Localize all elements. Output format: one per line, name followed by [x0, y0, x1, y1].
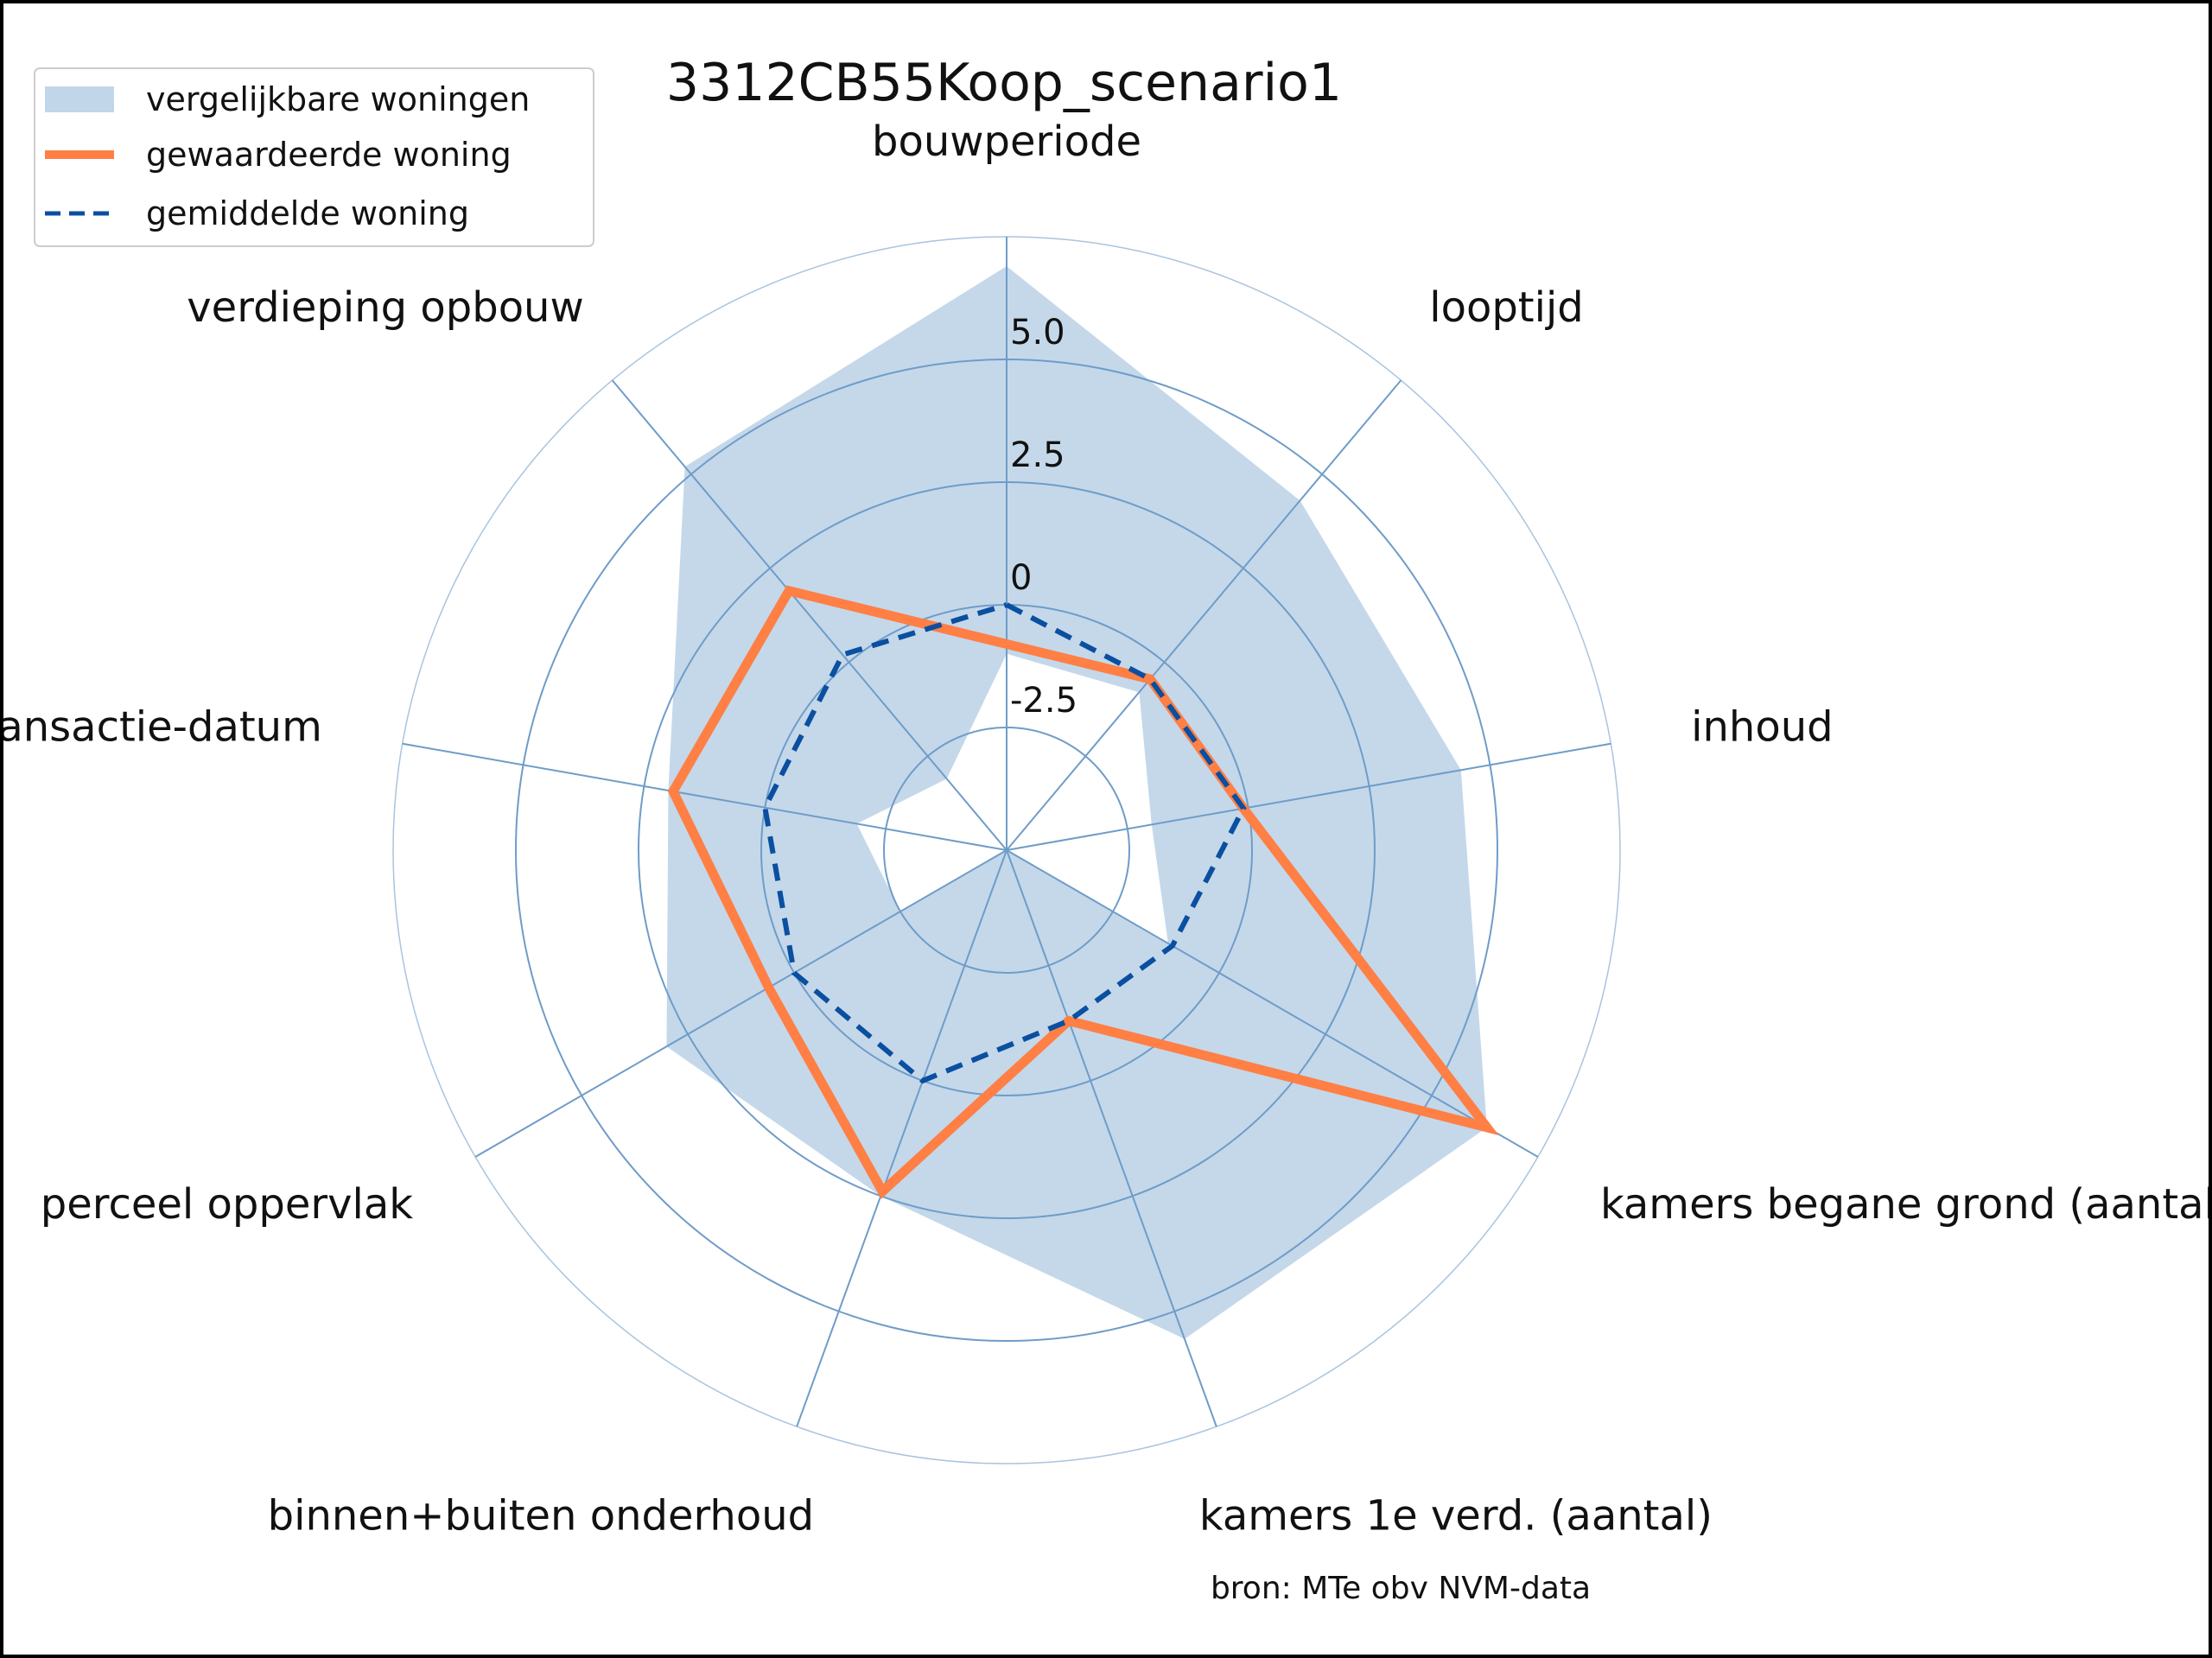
band-vergelijkbare-woningen [666, 266, 1487, 1339]
radar-grid [392, 236, 1621, 1464]
grid-spoke [611, 379, 1007, 851]
category-label: transactie-datum [3, 703, 322, 752]
band-layer [666, 266, 1487, 1339]
r-tick-label: 5.0 [1010, 313, 1065, 353]
category-label: looptijd [1429, 283, 1584, 332]
legend-label-average: gemiddelde woning [146, 194, 469, 232]
series-line-0 [667, 585, 1499, 1199]
grid-spoke [402, 742, 1007, 851]
legend-box [34, 67, 594, 247]
source-note: bron: MTe obv NVM-data [1211, 1571, 1591, 1606]
category-label: binnen+buiten onderhoud [268, 1492, 814, 1540]
category-label: verdieping opbouw [187, 283, 583, 332]
r-tick-label: -2.5 [1010, 681, 1077, 721]
grid-spoke [796, 849, 1007, 1427]
category-label: bouwperiode [872, 118, 1141, 166]
category-label: inhoud [1691, 703, 1833, 752]
grid-spoke [1006, 849, 1217, 1427]
grid-spoke [1006, 379, 1402, 851]
radar-chart: -2.5 0 2.5 5.0 bouwperiode looptijd inhoud kam… [3, 53, 2212, 1606]
legend-swatch-band [45, 86, 114, 112]
legend-label-band: vergelijkbare woningen [146, 80, 530, 118]
chart-title: 3312CB55Koop_scenario1 [666, 53, 1342, 113]
r-tick-label: 2.5 [1010, 435, 1065, 475]
r-tick-label: 0 [1010, 558, 1032, 598]
category-labels: bouwperiode looptijd inhoud kamers begane g… [3, 118, 2212, 1540]
legend-label-valued: gewaardeerde woning [146, 136, 512, 174]
series-layer [667, 585, 1499, 1199]
r-tick-labels: -2.5 0 2.5 5.0 [1010, 313, 1077, 721]
legend: vergelijkbare woningen gewaardeerde woni… [34, 67, 594, 247]
grid-spoke [474, 849, 1007, 1158]
category-label: kamers 1e verd. (aantal) [1199, 1492, 1713, 1540]
category-label: perceel oppervlak [41, 1180, 413, 1229]
category-label: kamers begane grond (aantal) [1600, 1180, 2212, 1229]
grid-spoke [1006, 849, 1539, 1158]
grid-spoke [1006, 742, 1611, 851]
